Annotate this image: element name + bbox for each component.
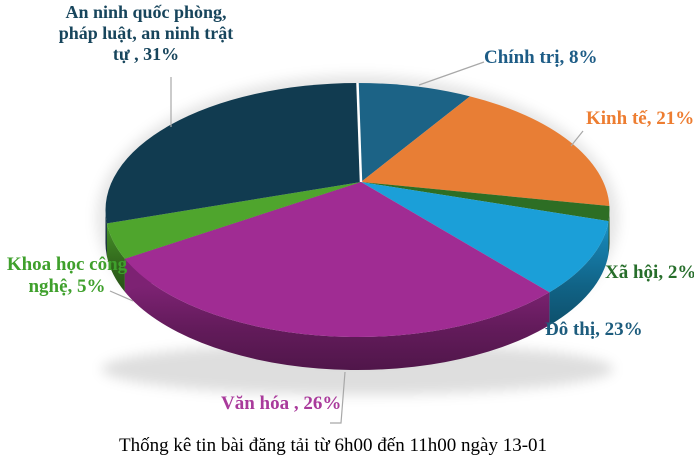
pie-slice-khcn-side — [106, 223, 125, 292]
pie-slice-khcn — [106, 182, 361, 259]
pie-slice-xa-hoi-side — [608, 210, 610, 255]
slice-label-kinh-te: Kinh tế, 21% — [586, 108, 694, 129]
pie-slice-van-hoa — [124, 182, 550, 337]
slice-label-khoa-hoc-cong-nghe: Khoa học công nghệ, 5% — [6, 254, 128, 297]
pie-slice-xa-hoi — [361, 182, 610, 222]
leader-line-kinh-te — [570, 130, 584, 147]
slice-label-xa-hoi: Xã hội, 2% — [605, 262, 694, 283]
leader-line-khcn — [109, 290, 134, 302]
pie-slice-van-hoa-side — [124, 258, 550, 371]
chart-caption: Thống kê tin bài đăng tải từ 6h00 đến 11… — [118, 435, 548, 456]
leader-line-van-hoa — [330, 371, 346, 424]
pie-slice-do-thi-side — [549, 221, 609, 326]
pie-slice-an-ninh — [105, 83, 361, 224]
slice-label-van-hoa: Văn hóa , 26% — [221, 393, 342, 414]
leader-line-chinh-tri — [418, 61, 485, 86]
pie-slice-chinh-tri — [357, 83, 470, 182]
pie-slice-kinh-te — [361, 96, 610, 207]
slice-label-chinh-tri: Chính trị, 8% — [484, 47, 598, 68]
pie-start-seam — [356, 82, 363, 183]
pie-slice-do-thi — [361, 182, 609, 293]
slice-label-do-thi: Đô thị, 23% — [545, 319, 643, 340]
slice-label-an-ninh-quoc-phong: An ninh quốc phòng, pháp luật, an ninh t… — [58, 2, 234, 64]
